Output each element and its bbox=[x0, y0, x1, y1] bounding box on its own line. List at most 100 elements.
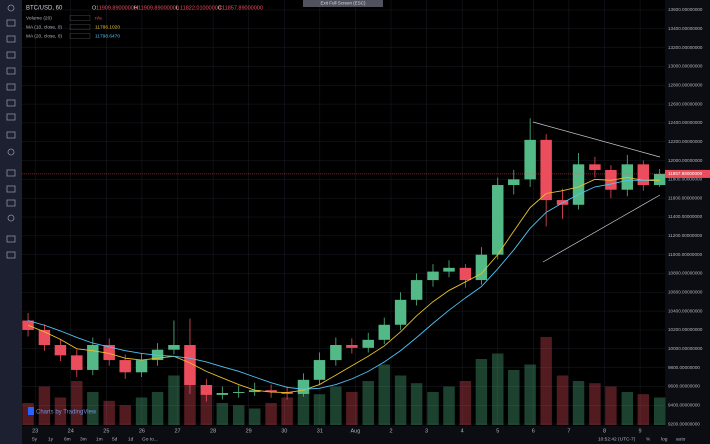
candle-body bbox=[38, 329, 51, 346]
volume-bar bbox=[508, 370, 520, 425]
x-tick-label: 28 bbox=[210, 428, 216, 434]
candle-body bbox=[589, 164, 601, 170]
candle-body bbox=[605, 169, 617, 190]
candle-body bbox=[492, 185, 504, 255]
x-tick-label: 30 bbox=[281, 428, 287, 434]
indicator-controls[interactable] bbox=[69, 33, 91, 39]
indicator-name[interactable]: MA (20, close, 0) bbox=[26, 33, 62, 39]
candle-body bbox=[54, 345, 67, 356]
last-price-label: 11857.89000000 bbox=[668, 171, 703, 176]
indicator-value: n/a bbox=[95, 15, 102, 21]
y-tick-label: 9600.00000000 bbox=[668, 384, 700, 389]
volume-bar bbox=[87, 392, 99, 425]
ohlc-key: O bbox=[92, 5, 97, 11]
volume-bar bbox=[313, 394, 326, 425]
x-tick-label: 23 bbox=[32, 428, 38, 434]
candle-body bbox=[362, 339, 374, 348]
indicator-value: 11786.1020 bbox=[95, 24, 120, 30]
x-tick-label: 24 bbox=[68, 428, 74, 434]
clock: 10:52:42 (UTC-7) bbox=[598, 436, 636, 442]
range-button[interactable]: 1m bbox=[96, 436, 103, 442]
candle-body bbox=[394, 299, 407, 325]
ohlc-key: H bbox=[134, 5, 138, 11]
volume-bar bbox=[135, 397, 148, 425]
candle-body bbox=[524, 139, 536, 180]
volume-bar bbox=[103, 400, 115, 425]
volume-bar bbox=[621, 392, 634, 425]
volume-bar bbox=[346, 392, 358, 425]
time-axis bbox=[22, 426, 665, 444]
volume-bar bbox=[653, 397, 666, 425]
range-button[interactable]: 1d bbox=[128, 436, 134, 442]
candle-body bbox=[346, 345, 358, 348]
moving-average bbox=[27, 177, 660, 393]
candle-body bbox=[410, 280, 423, 300]
x-tick-label: 25 bbox=[103, 428, 109, 434]
indicator-name[interactable]: Volume (20) bbox=[26, 15, 52, 21]
y-tick-label: 11600.00000000 bbox=[668, 195, 703, 200]
y-tick-label: 10200.00000000 bbox=[668, 327, 703, 332]
x-tick-label: 5 bbox=[496, 428, 499, 434]
scale-option[interactable]: log bbox=[661, 436, 668, 442]
candle-body bbox=[168, 345, 180, 350]
scale-option[interactable]: auto bbox=[676, 436, 686, 442]
toolbar-icons[interactable] bbox=[6, 4, 16, 259]
y-tick-label: 9800.00000000 bbox=[668, 365, 700, 370]
range-button[interactable]: 5d bbox=[112, 436, 118, 442]
volume-bar bbox=[168, 375, 180, 425]
price-axis bbox=[665, 0, 710, 444]
volume-bar bbox=[410, 383, 423, 425]
y-tick-label: 13000.00000000 bbox=[668, 64, 703, 69]
tooltip-box bbox=[303, 0, 383, 7]
candle-body bbox=[232, 392, 245, 394]
volume-bar bbox=[524, 364, 536, 425]
range-button[interactable]: 6m bbox=[64, 436, 71, 442]
candle-body bbox=[135, 360, 148, 373]
candle-body bbox=[427, 271, 439, 281]
watermark: Charts by TradingView bbox=[36, 410, 97, 416]
ohlc-value: 11909.89000000 bbox=[138, 5, 179, 11]
candle-body bbox=[443, 267, 455, 272]
range-button[interactable]: 5y bbox=[32, 436, 38, 442]
candle-body bbox=[281, 392, 293, 394]
indicator-controls[interactable] bbox=[69, 15, 91, 21]
ohlc-value: 11909.89000000 bbox=[96, 5, 137, 11]
volume-bar bbox=[637, 394, 650, 425]
x-tick-label: 3 bbox=[425, 428, 428, 434]
y-tick-label: 12000.00000000 bbox=[668, 158, 703, 163]
range-button[interactable]: Go to... bbox=[142, 436, 158, 442]
volume-bar bbox=[492, 353, 504, 425]
candle-body bbox=[119, 360, 131, 373]
candle-body bbox=[621, 164, 634, 190]
range-button[interactable]: 1y bbox=[48, 436, 54, 442]
volume-bar bbox=[151, 392, 164, 425]
volume-bar bbox=[38, 386, 51, 425]
volume-bar bbox=[556, 375, 569, 425]
volume-bar bbox=[378, 364, 390, 425]
candle-body bbox=[637, 164, 650, 186]
indicator-name[interactable]: MA (10, close, 0) bbox=[26, 24, 62, 30]
volume-bar bbox=[216, 403, 229, 425]
candle-body bbox=[572, 164, 585, 205]
x-tick-label: Aug bbox=[351, 428, 361, 434]
volume-bar bbox=[362, 381, 374, 425]
volume-bar bbox=[427, 392, 439, 425]
y-tick-label: 10400.00000000 bbox=[668, 308, 703, 313]
volume-bar bbox=[119, 405, 131, 425]
volume-bar bbox=[297, 392, 310, 425]
indicator-controls[interactable] bbox=[69, 24, 91, 30]
volume-bar bbox=[200, 386, 213, 425]
range-button[interactable]: 3m bbox=[80, 436, 87, 442]
x-tick-label: 4 bbox=[461, 428, 464, 434]
candle-body bbox=[151, 349, 164, 361]
trendline bbox=[532, 121, 661, 158]
y-tick-label: 10000.00000000 bbox=[668, 346, 703, 351]
x-tick-label: 2 bbox=[389, 428, 392, 434]
volume-bar bbox=[248, 408, 261, 425]
y-tick-label: 13600.00000000 bbox=[668, 7, 703, 12]
x-tick-label: 8 bbox=[603, 428, 606, 434]
scale-option[interactable]: % bbox=[646, 436, 651, 442]
candle-body bbox=[313, 360, 326, 380]
candle-body bbox=[216, 393, 229, 395]
indicator-value: 11798.6470 bbox=[95, 33, 120, 39]
